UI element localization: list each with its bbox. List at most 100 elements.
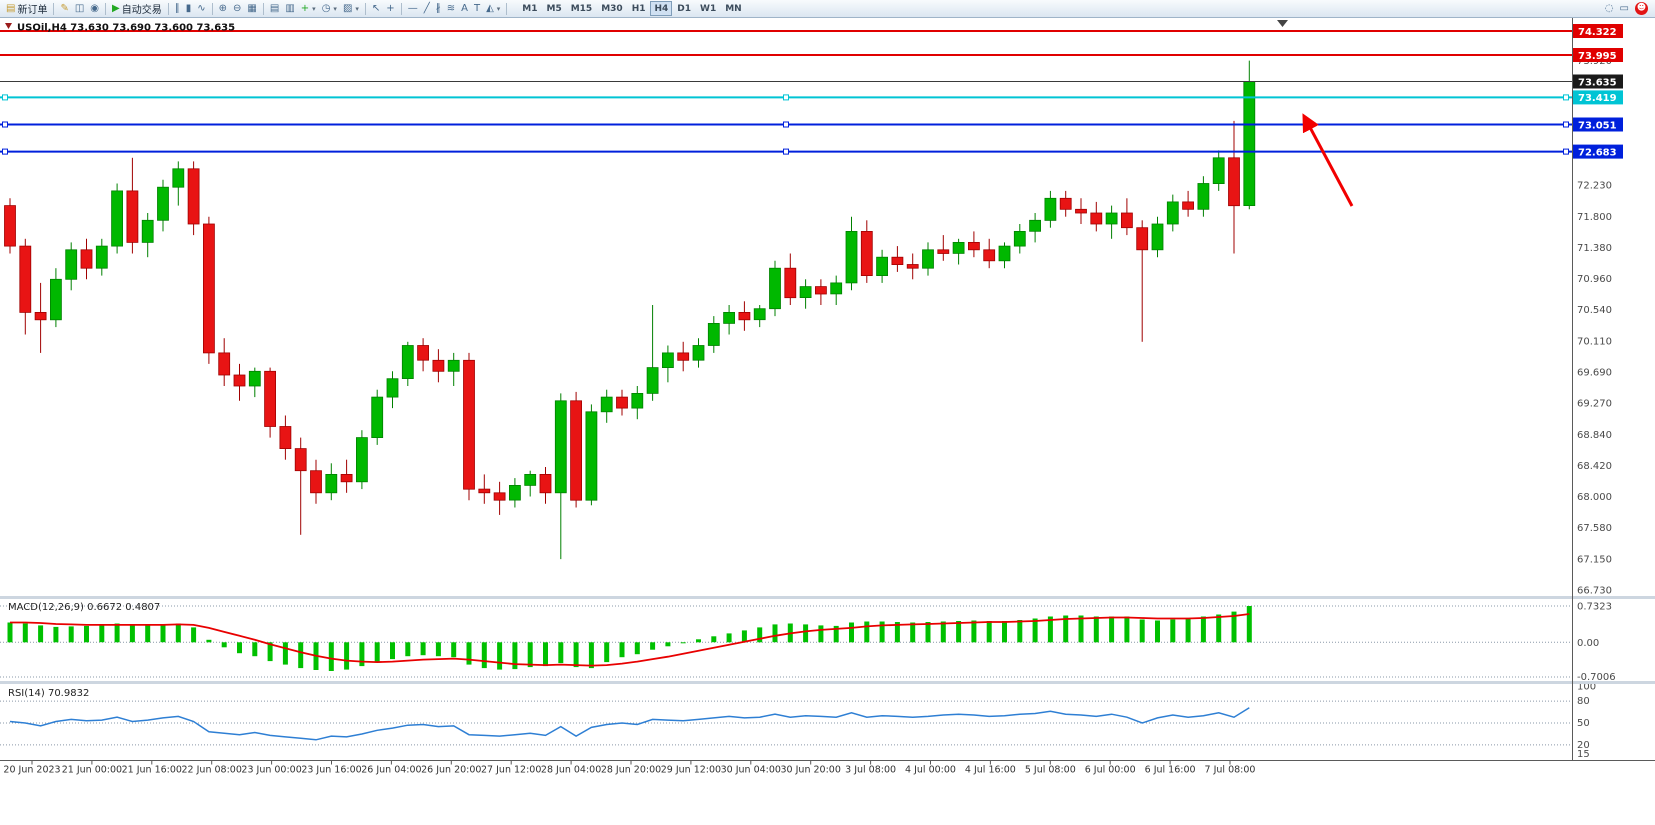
- panel-separator-2[interactable]: [0, 681, 1655, 684]
- cascade-windows-icon: ▤: [269, 2, 280, 14]
- candle: [264, 370, 277, 427]
- cascade-windows-icon[interactable]: ▤: [267, 1, 282, 17]
- indicators-icon[interactable]: + ▾: [298, 1, 319, 17]
- crosshair-icon[interactable]: +: [383, 1, 397, 17]
- annotation-arrow[interactable]: [1302, 113, 1354, 207]
- line-handle[interactable]: [783, 94, 789, 101]
- timeframe-h1[interactable]: H1: [628, 1, 650, 16]
- toolbar: ▤ 新订单 ✎ ◫ ◉ ▶ 自动交易 ∥ ▮ ∿ ⊕ ⊖ ▦ ▤ ▥ + ▾ ◷ ▾ ▨ ▾ ↖ + — ╱ ∦ ≋ A T ◭ ▾ M1 M5…: [0, 0, 1655, 18]
- arrows-icon[interactable]: ◭ ▾: [483, 1, 503, 17]
- svg-text:71.380: 71.380: [1577, 243, 1612, 254]
- hline-73.051[interactable]: [0, 121, 1572, 128]
- timeframe-m1[interactable]: M1: [518, 1, 541, 16]
- candle: [860, 230, 873, 276]
- macd-panel: MACD(12,26,9) 0.6672 0.4807 0.7323 0.00 -0.…: [0, 602, 1616, 683]
- macd-histogram: [7, 606, 1252, 671]
- svg-text:0.7323: 0.7323: [1577, 602, 1612, 613]
- chart-area[interactable]: MACD(12,26,9) 0.6672 0.4807 0.7323 0.00 -0.…: [0, 18, 1655, 825]
- equidistant-channel-icon[interactable]: ∦: [433, 1, 444, 17]
- candle: [233, 374, 246, 387]
- notification-badge[interactable]: ☻: [1635, 2, 1648, 15]
- candle: [585, 411, 598, 501]
- time-axis[interactable]: 20 Jun 2023 21 Jun 00:00 21 Jun 16:00 22 Ju…: [3, 761, 1255, 776]
- candle: [738, 311, 751, 321]
- candle: [1090, 212, 1103, 225]
- line-handle[interactable]: [2, 94, 8, 101]
- zoom-in-icon[interactable]: ⊕: [216, 1, 230, 17]
- candle: [1212, 157, 1225, 185]
- auto-trading-button[interactable]: ▶ 自动交易: [109, 1, 165, 17]
- time-label: 26 Jun 04:00: [361, 765, 421, 776]
- candle: [172, 168, 185, 188]
- templates-icon: ▨: [342, 2, 353, 14]
- bar-chart-icon[interactable]: ∥: [172, 1, 183, 17]
- line-handle[interactable]: [1563, 148, 1569, 155]
- templates-icon[interactable]: ▨ ▾: [340, 1, 362, 17]
- profile-icon: ◫: [74, 2, 85, 14]
- price-badge-73.419: 73.419: [1573, 90, 1623, 105]
- line-handle[interactable]: [2, 121, 8, 128]
- candle: [218, 352, 231, 376]
- community-icon: ◉: [90, 2, 100, 14]
- time-label: 21 Jun 00:00: [62, 765, 122, 776]
- svg-text:73.635: 73.635: [1578, 77, 1617, 88]
- price-axis[interactable]: 73.92072.23071.80071.38070.96070.54070.1…: [1572, 18, 1624, 761]
- chart-style-button[interactable]: ✎: [57, 1, 71, 17]
- panel-separator[interactable]: [0, 596, 1655, 599]
- timeframe-m30[interactable]: M30: [597, 1, 626, 16]
- help-icon[interactable]: ◌: [1604, 2, 1614, 14]
- tile-windows-icon[interactable]: ▦: [244, 1, 259, 17]
- cursor-icon[interactable]: ↖: [369, 1, 383, 17]
- candlestick-chart-icon[interactable]: ▮: [183, 1, 195, 17]
- profile-button[interactable]: ◫: [72, 1, 87, 17]
- text-icon[interactable]: A: [458, 1, 471, 17]
- svg-text:69.270: 69.270: [1577, 399, 1612, 410]
- line-chart-icon[interactable]: ∿: [194, 1, 208, 17]
- hline-72.683[interactable]: [0, 148, 1572, 155]
- time-label: 6 Jul 16:00: [1145, 765, 1196, 776]
- timeframe-d1[interactable]: D1: [673, 1, 695, 16]
- toolbar-right-group: ◌ ▭ ☻: [1605, 2, 1648, 15]
- time-label: 3 Jul 08:00: [845, 765, 896, 776]
- chart-shift-marker[interactable]: [1277, 20, 1288, 27]
- chart-title: USOil,H4 73.630 73.690 73.600 73.635: [5, 20, 1288, 34]
- timeframe-mn[interactable]: MN: [721, 1, 746, 16]
- cursor-icon: ↖: [371, 2, 381, 14]
- candle: [340, 473, 353, 483]
- fibonacci-icon[interactable]: ≋: [444, 1, 458, 17]
- periods-icon[interactable]: ◷ ▾: [319, 1, 340, 17]
- timeframe-w1[interactable]: W1: [696, 1, 720, 16]
- chat-icon[interactable]: ▭: [1619, 2, 1629, 14]
- svg-text:69.690: 69.690: [1577, 368, 1612, 379]
- line-handle[interactable]: [783, 148, 789, 155]
- arrange-windows-icon[interactable]: ▥: [282, 1, 297, 17]
- svg-text:67.580: 67.580: [1577, 523, 1612, 534]
- line-handle[interactable]: [783, 121, 789, 128]
- timeframe-h4[interactable]: H4: [650, 1, 673, 16]
- candle: [1059, 197, 1072, 210]
- hline-73.419[interactable]: [0, 94, 1572, 101]
- toolbar-separator: [211, 2, 213, 15]
- text-label-icon[interactable]: T: [471, 1, 483, 17]
- community-button[interactable]: ◉: [87, 1, 102, 17]
- time-label: 29 Jun 12:00: [661, 765, 721, 776]
- line-handle[interactable]: [1563, 94, 1569, 101]
- candle: [401, 345, 414, 379]
- arrange-windows-icon: ▥: [285, 2, 295, 14]
- time-label: 27 Jun 12:00: [481, 765, 541, 776]
- trendline-icon[interactable]: ╱: [421, 1, 433, 17]
- line-handle[interactable]: [1563, 121, 1569, 128]
- horizontal-line-icon[interactable]: —: [405, 1, 421, 17]
- candle: [998, 245, 1011, 262]
- svg-text:-0.7006: -0.7006: [1577, 672, 1616, 683]
- svg-text:80: 80: [1577, 696, 1590, 707]
- svg-text:66.730: 66.730: [1577, 586, 1612, 597]
- zoom-out-icon[interactable]: ⊖: [230, 1, 244, 17]
- candle: [80, 249, 93, 269]
- new-order-button[interactable]: ▤ 新订单: [3, 1, 50, 17]
- line-handle[interactable]: [2, 148, 8, 155]
- candle: [1136, 227, 1149, 251]
- candle: [891, 256, 904, 266]
- timeframe-m15[interactable]: M15: [567, 1, 596, 16]
- timeframe-m5[interactable]: M5: [543, 1, 566, 16]
